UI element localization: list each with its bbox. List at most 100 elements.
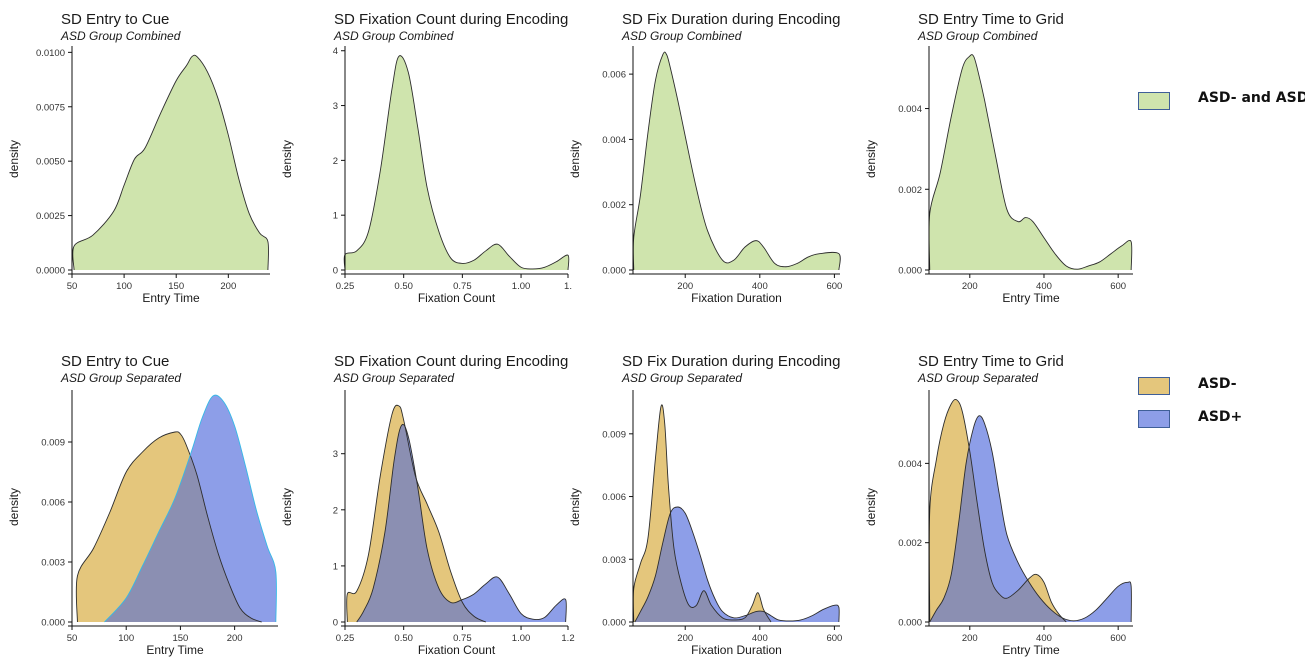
y-axis-label: density [568, 488, 582, 526]
y-tick-label: 0.006 [602, 492, 626, 503]
x-tick-label: 200 [220, 281, 236, 292]
y-tick-label: 0.0025 [36, 211, 65, 222]
x-tick-label: 600 [1110, 633, 1126, 644]
density-curve [632, 51, 841, 271]
legend-label: ASD- and ASD+ [1198, 90, 1305, 106]
x-tick-label: 0.25 [336, 633, 355, 644]
x-tick-label: 1.00 [512, 633, 531, 644]
density-curve [632, 404, 772, 623]
x-tick-label: 100 [116, 281, 132, 292]
x-tick-label: 150 [172, 633, 188, 644]
density-curve [75, 431, 262, 623]
y-tick-label: 0.003 [41, 558, 65, 569]
x-tick-label: 1. [564, 281, 572, 292]
density-curve [104, 394, 277, 623]
y-tick-label: 2 [333, 505, 338, 516]
chart-title: SD Fix Duration during Encoding [622, 353, 840, 370]
chart-title: SD Fix Duration during Encoding [622, 11, 840, 28]
legend-label: ASD- [1198, 376, 1237, 392]
x-tick-label: 200 [677, 281, 693, 292]
density-curve [356, 423, 567, 623]
y-tick-label: 0.002 [898, 185, 922, 196]
x-tick-label: 400 [1036, 633, 1052, 644]
density-area-combined [928, 54, 1132, 271]
chart-subtitle: ASD Group Separated [333, 371, 454, 385]
y-tick-label: 0.006 [602, 70, 626, 81]
y-tick-label: 0.009 [41, 438, 65, 449]
x-tick-label: 400 [1036, 281, 1052, 292]
x-axis-label: Entry Time [1002, 643, 1060, 657]
y-tick-label: 0.0050 [36, 157, 65, 168]
legend-swatch-asd-neg [1138, 377, 1170, 395]
chart-title: SD Fixation Count during Encoding [334, 353, 568, 370]
y-tick-label: 0.000 [602, 618, 626, 629]
chart-subtitle: ASD Group Separated [621, 371, 742, 385]
x-tick-label: 200 [677, 633, 693, 644]
density-curve [72, 54, 269, 271]
y-tick-label: 0.002 [898, 538, 922, 549]
x-tick-label: 400 [752, 633, 768, 644]
chart-subtitle: ASD Group Combined [621, 29, 742, 43]
chart-title: SD Fixation Count during Encoding [334, 11, 568, 28]
x-axis-label: Fixation Count [418, 643, 496, 657]
y-tick-label: 0.002 [602, 200, 626, 211]
y-axis-label: density [568, 140, 582, 178]
y-axis-label: density [280, 488, 294, 526]
x-tick-label: 50 [67, 281, 78, 292]
y-tick-label: 0.009 [602, 429, 626, 440]
y-axis-label: density [7, 140, 21, 178]
y-tick-label: 2 [333, 156, 338, 167]
chart-title: SD Entry Time to Grid [918, 353, 1064, 370]
y-tick-label: 1 [333, 561, 338, 572]
y-tick-label: 3 [333, 101, 338, 112]
chart-title: SD Entry Time to Grid [918, 11, 1064, 28]
y-tick-label: 1 [333, 211, 338, 222]
x-axis-label: Entry Time [1002, 291, 1060, 305]
x-axis-label: Fixation Duration [691, 291, 782, 305]
x-tick-label: 200 [962, 633, 978, 644]
x-axis-label: Fixation Count [418, 291, 496, 305]
y-tick-label: 0.004 [602, 135, 626, 146]
x-tick-label: 0.25 [336, 281, 355, 292]
y-tick-label: 0.006 [41, 498, 65, 509]
density-curve [929, 415, 1132, 623]
y-axis-label: density [864, 140, 878, 178]
x-tick-label: 600 [826, 633, 842, 644]
x-tick-label: 0.50 [394, 633, 413, 644]
y-tick-label: 0 [333, 618, 338, 629]
y-tick-label: 0.003 [602, 555, 626, 566]
y-tick-label: 0.0100 [36, 48, 65, 59]
legend-swatch-combined [1138, 92, 1170, 110]
x-axis-label: Entry Time [142, 291, 200, 305]
x-tick-label: 1.2 [561, 633, 574, 644]
density-area-asd-pos [634, 507, 840, 622]
x-tick-label: 200 [962, 281, 978, 292]
y-tick-label: 0.000 [898, 618, 922, 629]
y-tick-label: 0.000 [602, 266, 626, 277]
x-tick-label: 400 [752, 281, 768, 292]
y-axis-label: density [7, 488, 21, 526]
legend-label: ASD+ [1198, 409, 1243, 425]
x-axis-label: Entry Time [146, 643, 204, 657]
density-overlap [356, 424, 486, 622]
y-tick-label: 0.0075 [36, 102, 65, 113]
y-tick-label: 0.004 [898, 104, 922, 115]
density-curve [634, 506, 840, 623]
chart-title: SD Entry to Cue [61, 11, 169, 28]
x-tick-label: 200 [227, 633, 243, 644]
chart-subtitle: ASD Group Separated [60, 371, 181, 385]
chart-subtitle: ASD Group Combined [60, 29, 181, 43]
density-area-combined [72, 55, 269, 270]
x-tick-label: 50 [67, 633, 78, 644]
chart-subtitle: ASD Group Separated [917, 371, 1038, 385]
y-axis-label: density [864, 488, 878, 526]
density-curve [346, 404, 487, 623]
y-axis-label: density [280, 140, 294, 178]
